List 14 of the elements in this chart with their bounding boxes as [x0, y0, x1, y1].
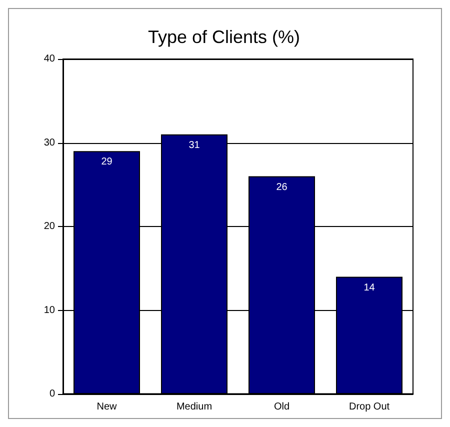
y-tick-label: 30: [44, 137, 56, 148]
y-tick-label: 0: [49, 388, 56, 400]
x-tick-label: New: [96, 402, 118, 412]
x-tick-label: Old: [274, 402, 290, 412]
data-label: 31: [188, 140, 200, 151]
x-tick-label: Drop Out: [348, 402, 390, 412]
data-label: 29: [101, 156, 113, 168]
data-label: 26: [276, 182, 288, 193]
y-tick-label: 10: [44, 304, 56, 316]
y-tick-label: 40: [44, 54, 56, 64]
chart-title: Type of Clients (%): [148, 27, 300, 47]
y-tick-label: 20: [44, 221, 56, 232]
data-label: 14: [364, 282, 376, 294]
x-tick-label: Medium: [176, 402, 212, 412]
